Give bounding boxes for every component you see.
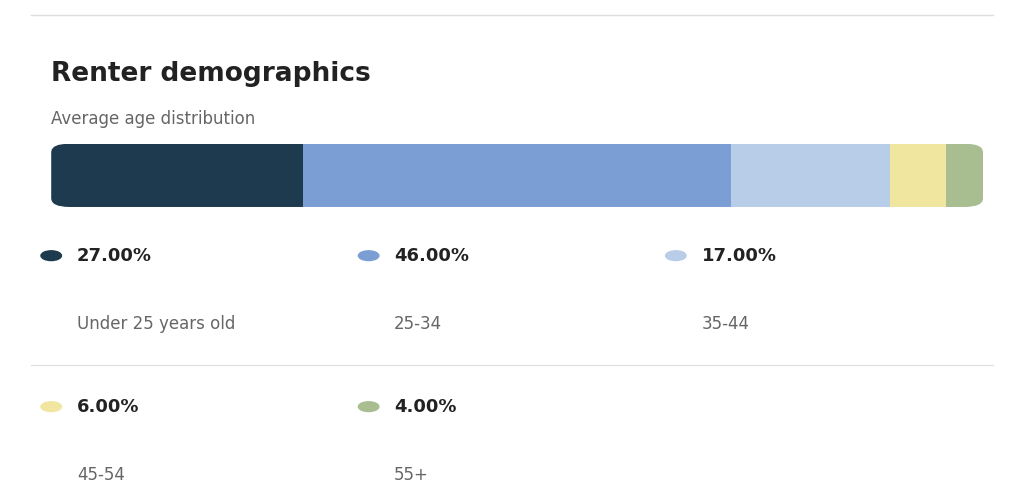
Text: Average age distribution: Average age distribution <box>51 110 255 128</box>
Circle shape <box>41 251 61 261</box>
Text: 45-54: 45-54 <box>77 466 125 484</box>
Text: 35-44: 35-44 <box>701 315 750 333</box>
Circle shape <box>358 251 379 261</box>
Text: 25-34: 25-34 <box>394 315 442 333</box>
Text: 6.00%: 6.00% <box>77 398 139 415</box>
Bar <box>303 144 731 207</box>
Text: Renter demographics: Renter demographics <box>51 61 371 87</box>
Text: Under 25 years old: Under 25 years old <box>77 315 236 333</box>
Bar <box>51 144 303 207</box>
Circle shape <box>358 402 379 412</box>
Bar <box>731 144 890 207</box>
Text: 4.00%: 4.00% <box>394 398 457 415</box>
Bar <box>890 144 946 207</box>
Text: 46.00%: 46.00% <box>394 247 469 264</box>
Text: 17.00%: 17.00% <box>701 247 776 264</box>
Circle shape <box>41 402 61 412</box>
Text: 27.00%: 27.00% <box>77 247 152 264</box>
Bar <box>946 144 983 207</box>
Circle shape <box>666 251 686 261</box>
Text: 55+: 55+ <box>394 466 429 484</box>
